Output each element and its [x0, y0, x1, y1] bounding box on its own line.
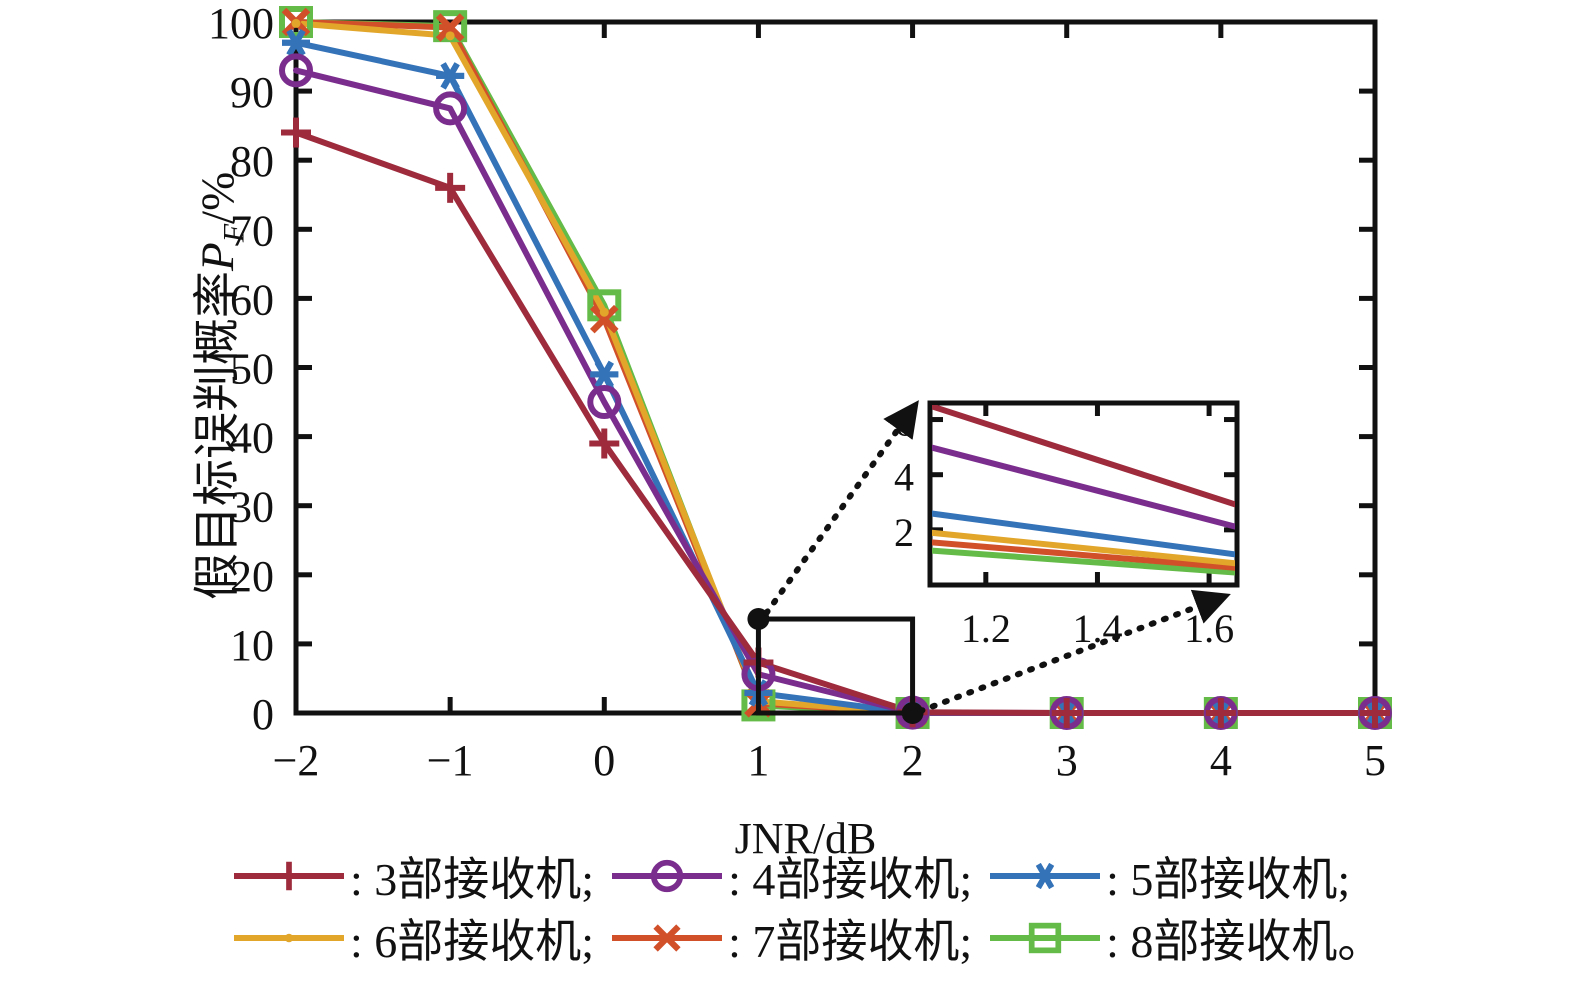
marker-circle [279, 53, 313, 88]
tick-label: 40 [230, 414, 274, 463]
tick-label: 50 [230, 345, 274, 394]
y-axis-label-prefix: 假目标误判概率 [192, 271, 244, 600]
inset-series-line [932, 539, 1235, 571]
legend-label: : 5部接收机; [1106, 854, 1351, 905]
tick-label: 5 [1364, 736, 1386, 785]
tick-label: 2 [902, 736, 924, 785]
marker-asterisk [440, 62, 460, 90]
legend-row-1: : 3部接收机; : 4部接收机; : 5部接收机; [230, 845, 1500, 907]
legend-label: : 3部接收机; [350, 854, 595, 905]
inset-series-line [932, 529, 1235, 567]
legend-label: : 4部接收机; [728, 854, 973, 905]
y-axis-label-wrap: 假目标误判概率PF/% [0, 0, 250, 600]
legend-item-8-receivers[interactable]: : 8部接收机。 [986, 905, 1383, 971]
marker-dot [284, 933, 294, 943]
marker-circle [433, 91, 468, 126]
tick-label: 30 [230, 483, 274, 532]
legend-item-5-receivers[interactable]: : 5部接收机; [986, 843, 1350, 909]
marker-cross [653, 924, 681, 952]
marker-cross [435, 13, 465, 42]
legend-item-6-receivers[interactable]: : 6部接收机; [230, 905, 594, 971]
inset-y-tick-label: 2 [894, 510, 914, 555]
marker-cross [589, 304, 619, 334]
tick-label: 1 [747, 736, 769, 785]
marker-circle [650, 859, 684, 893]
legend-swatch-dot [234, 933, 344, 943]
marker-square [279, 6, 313, 38]
tick-label: 4 [1210, 736, 1232, 785]
inset-x-tick-label: 1.4 [1072, 606, 1122, 651]
legend-label: : 8部接收机。 [1106, 916, 1384, 967]
connector-anchor-dot [901, 702, 924, 724]
series-line [293, 129, 1378, 716]
legend-item-7-receivers[interactable]: : 7部接收机; [608, 905, 972, 971]
plot-layer: −2 −1 0 1 2 3 4 50102030405060708090100JNR/dB1.… [208, 0, 1392, 863]
tick-label: 0 [593, 736, 615, 785]
tick-label: 90 [230, 68, 274, 117]
marker-dot [291, 18, 301, 28]
inset-series-line [932, 547, 1235, 576]
tick-label: −1 [427, 736, 474, 785]
y-axis-label-subscript: F [217, 223, 251, 243]
legend-label: : 7部接收机; [728, 916, 973, 967]
marker-dot [445, 31, 455, 41]
inset-series-line [932, 405, 1235, 508]
legend-row-2: : 6部接收机; : 7部接收机; : 8部接收机。 [230, 907, 1500, 969]
tick-label: 0 [252, 690, 274, 739]
legend-item-3-receivers[interactable]: : 3部接收机; [230, 843, 594, 909]
tick-label: 3 [1056, 736, 1078, 785]
inset-y-tick-label: 4 [894, 455, 914, 500]
x-axis-title: JNR/dB [735, 814, 877, 863]
inset-series-line [932, 510, 1235, 558]
connector-line-top [763, 400, 919, 617]
marker-asterisk [286, 29, 306, 57]
tick-label: 60 [230, 275, 274, 324]
legend-swatch-square [990, 922, 1101, 954]
marker-dot [599, 307, 609, 317]
legend-swatch-circle [612, 859, 723, 893]
legend-label: : 6部接收机; [350, 916, 595, 967]
marker-square [1028, 922, 1062, 954]
inset-series-group [932, 405, 1235, 576]
inset-x-tick-label: 1.2 [961, 606, 1011, 651]
marker-circle [587, 385, 622, 420]
y-axis-label-symbol: P [192, 242, 244, 271]
legend-item-4-receivers[interactable]: : 4部接收机; [608, 843, 972, 909]
tick-label: 80 [230, 137, 274, 186]
y-axis-label: 假目标误判概率PF/% [178, 172, 251, 600]
tick-label: 10 [230, 621, 274, 670]
inset-x-tick-label: 1.6 [1184, 606, 1234, 651]
inset-series-line [932, 444, 1235, 530]
y-axis-label-suffix: /% [192, 171, 244, 224]
tick-label: −2 [273, 736, 320, 785]
zoom-region-rect [755, 616, 916, 716]
tick-label: 100 [208, 0, 274, 48]
legend-swatch-cross [612, 924, 723, 952]
tick-label: 20 [230, 552, 274, 601]
connector-line-bottom [917, 589, 1231, 714]
tick-label: 70 [230, 206, 274, 255]
legend-swatch-plus [234, 861, 344, 891]
marker-asterisk [1036, 863, 1055, 889]
legend-swatch-asterisk [990, 863, 1101, 889]
marker-asterisk [594, 360, 614, 389]
chart-legend: : 3部接收机; : 4部接收机; : 5部接收机; : 6部接收机; : 7部接收机… [230, 845, 1500, 985]
